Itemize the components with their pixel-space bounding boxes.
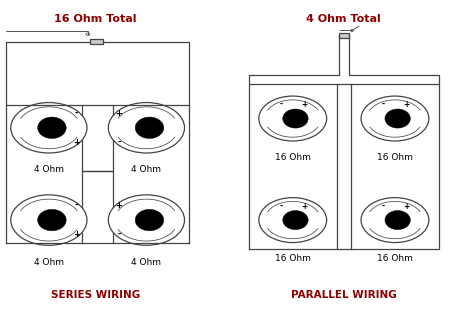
Text: +: +	[404, 202, 410, 211]
Text: -: -	[279, 100, 283, 109]
Text: -: -	[382, 202, 384, 211]
Text: 16 Ohm: 16 Ohm	[377, 254, 413, 263]
Ellipse shape	[283, 109, 308, 128]
Text: +: +	[73, 138, 80, 147]
Ellipse shape	[385, 109, 410, 128]
Ellipse shape	[37, 209, 66, 231]
Ellipse shape	[37, 117, 66, 138]
Ellipse shape	[135, 209, 164, 231]
Text: -: -	[74, 109, 78, 118]
Text: 16 Ohm: 16 Ohm	[275, 254, 310, 263]
Text: -: -	[74, 201, 78, 210]
Ellipse shape	[135, 117, 164, 138]
Text: 4 Ohm: 4 Ohm	[34, 165, 64, 174]
Text: +: +	[404, 100, 410, 109]
Text: 16 Ohm: 16 Ohm	[377, 153, 413, 162]
Ellipse shape	[283, 210, 308, 230]
Text: 4 Ohm: 4 Ohm	[34, 257, 64, 267]
Text: +: +	[73, 230, 80, 239]
Text: PARALLEL WIRING: PARALLEL WIRING	[291, 290, 397, 300]
Text: -: -	[279, 202, 283, 211]
Bar	[90, 39, 103, 44]
Text: +: +	[116, 109, 122, 118]
Text: 16 Ohm Total: 16 Ohm Total	[54, 14, 137, 24]
Text: 16 Ohm: 16 Ohm	[275, 153, 310, 162]
Text: 4 Ohm: 4 Ohm	[131, 165, 162, 174]
Text: 4 Ohm: 4 Ohm	[131, 257, 162, 267]
Text: +: +	[116, 201, 122, 210]
Text: -: -	[117, 138, 121, 147]
Text: +: +	[301, 202, 308, 211]
Text: SERIES WIRING: SERIES WIRING	[51, 290, 140, 300]
Text: -: -	[117, 230, 121, 239]
Bar	[339, 33, 349, 38]
Text: 4 Ohm Total: 4 Ohm Total	[307, 14, 381, 24]
Text: -: -	[382, 100, 384, 109]
Ellipse shape	[385, 210, 410, 230]
Text: +: +	[301, 100, 308, 109]
